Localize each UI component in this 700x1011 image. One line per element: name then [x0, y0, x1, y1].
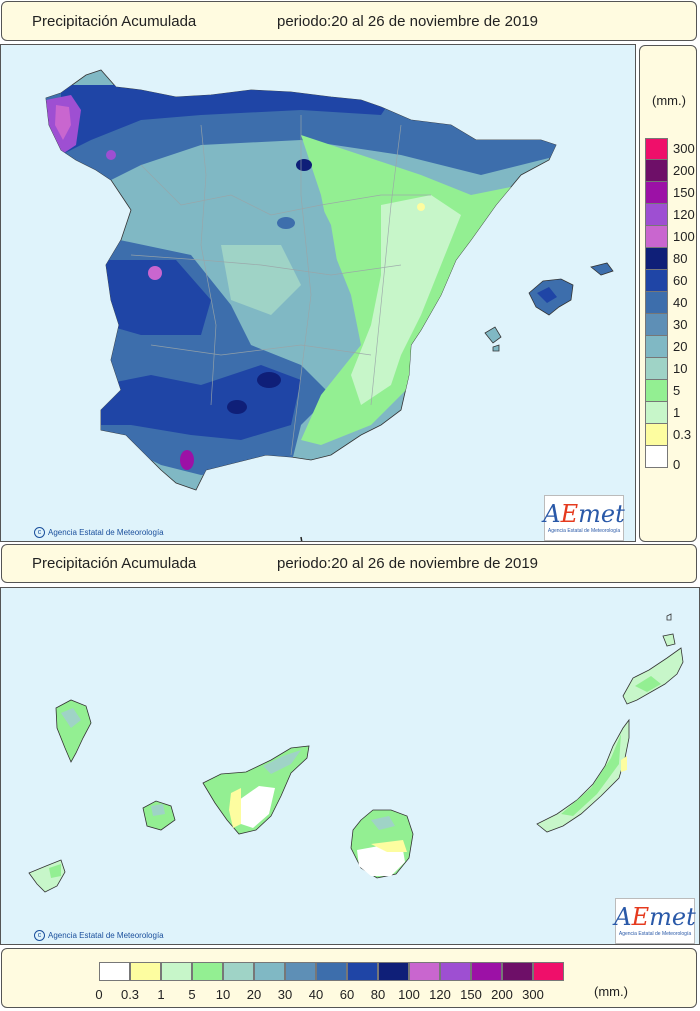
canary-map-graphic — [28, 613, 684, 893]
vertical-legend: (mm.) 300 200 150 120 100 80 60 40 30 20 10 5 1 0.3 0 — [639, 45, 697, 542]
legend-label: 150 — [673, 185, 695, 200]
legend-swatch — [99, 962, 130, 981]
legend-swatch — [645, 380, 668, 402]
legend-swatch — [502, 962, 533, 981]
legend-label: 0 — [95, 987, 103, 1002]
legend-label: 0.3 — [673, 427, 692, 442]
copyright-credit-canarias: c Agencia Estatal de Meteorología — [34, 930, 164, 941]
legend-swatch — [645, 182, 668, 204]
horizontal-legend: (mm.) 0 0.3 1 5 10 20 30 40 60 80 100 120 150 200 300 — [1, 948, 697, 1008]
legend-swatch — [645, 160, 668, 182]
copyright-credit: c Agencia Estatal de Meteorología — [34, 527, 164, 538]
peninsula-map: c Agencia Estatal de Meteorología AEmet … — [0, 44, 636, 542]
menorca — [590, 262, 614, 276]
aemet-logo: AEmet Agencia Estatal de Meteorología — [543, 495, 625, 541]
legend-label: 1 — [157, 987, 165, 1002]
legend-swatch — [471, 962, 502, 981]
legend-label: 200 — [673, 163, 695, 178]
legend-unit: (mm.) — [652, 93, 686, 108]
legend-label: 200 — [491, 987, 513, 1002]
legend-label: 0.3 — [120, 987, 140, 1002]
legend-swatch — [347, 962, 378, 981]
legend-swatch — [645, 446, 668, 468]
peninsula-map-graphic — [45, 69, 614, 541]
la-gomera — [142, 800, 176, 831]
lanzarote — [622, 647, 684, 705]
legend-swatch — [254, 962, 285, 981]
bottom-header: Precipitación Acumulada periodo:20 al 26… — [1, 544, 697, 583]
legend-label: 1 — [673, 405, 681, 420]
legend-swatch — [645, 248, 668, 270]
legend-swatch — [645, 314, 668, 336]
legend-swatch — [192, 962, 223, 981]
aemet-logo-canarias: AEmet Agencia Estatal de Meteorología — [614, 898, 696, 944]
legend-unit-bottom: (mm.) — [594, 984, 628, 999]
legend-swatch — [645, 292, 668, 314]
legend-label: 0 — [673, 457, 681, 472]
legend-swatch — [409, 962, 440, 981]
legend-swatch — [645, 424, 668, 446]
map-title-canarias: Precipitación Acumulada — [32, 555, 197, 572]
legend-swatch — [645, 138, 668, 160]
fuerteventura — [536, 718, 630, 833]
legend-label: 5 — [673, 383, 681, 398]
legend-swatch — [130, 962, 161, 981]
canary-islands-map: c Agencia Estatal de Meteorología AEmet … — [0, 587, 700, 945]
legend-label: 100 — [398, 987, 420, 1002]
legend-label: 20 — [246, 987, 262, 1002]
legend-color-scale — [645, 138, 668, 468]
legend-label: 60 — [339, 987, 355, 1002]
legend-swatch — [645, 270, 668, 292]
legend-label: 30 — [277, 987, 293, 1002]
legend-swatch — [223, 962, 254, 981]
legend-swatch — [378, 962, 409, 981]
ibiza — [484, 326, 502, 344]
legend-label: 150 — [460, 987, 482, 1002]
legend-label: 10 — [673, 361, 688, 376]
legend-label: 300 — [522, 987, 544, 1002]
legend-swatch — [285, 962, 316, 981]
map-period-canarias: periodo:20 al 26 de noviembre de 2019 — [277, 555, 539, 572]
legend-swatch — [440, 962, 471, 981]
legend-swatch — [316, 962, 347, 981]
legend-swatch — [645, 336, 668, 358]
legend-label: 80 — [673, 251, 688, 266]
copyright-icon-canarias: c — [34, 930, 45, 941]
legend-label: 120 — [429, 987, 451, 1002]
legend-label: 30 — [673, 317, 688, 332]
legend-label: 5 — [188, 987, 196, 1002]
legend-label: 120 — [673, 207, 695, 222]
legend-swatch — [645, 402, 668, 424]
legend-swatch — [533, 962, 564, 981]
legend-label: 20 — [673, 339, 688, 354]
copyright-icon: c — [34, 527, 45, 538]
legend-label: 300 — [673, 141, 695, 156]
top-header: Precipitación Acumulada periodo:20 al 26… — [1, 1, 697, 41]
legend-label: 80 — [370, 987, 386, 1002]
legend-swatch — [645, 204, 668, 226]
legend-swatch — [645, 226, 668, 248]
map-title: Precipitación Acumulada — [32, 12, 197, 30]
map-period: periodo:20 al 26 de noviembre de 2019 — [277, 12, 539, 30]
legend-swatch — [161, 962, 192, 981]
legend-label: 40 — [673, 295, 688, 310]
legend-swatch — [645, 358, 668, 380]
legend-label: 40 — [308, 987, 324, 1002]
legend-label: 100 — [673, 229, 695, 244]
legend-label: 10 — [215, 987, 231, 1002]
legend-label: 60 — [673, 273, 688, 288]
